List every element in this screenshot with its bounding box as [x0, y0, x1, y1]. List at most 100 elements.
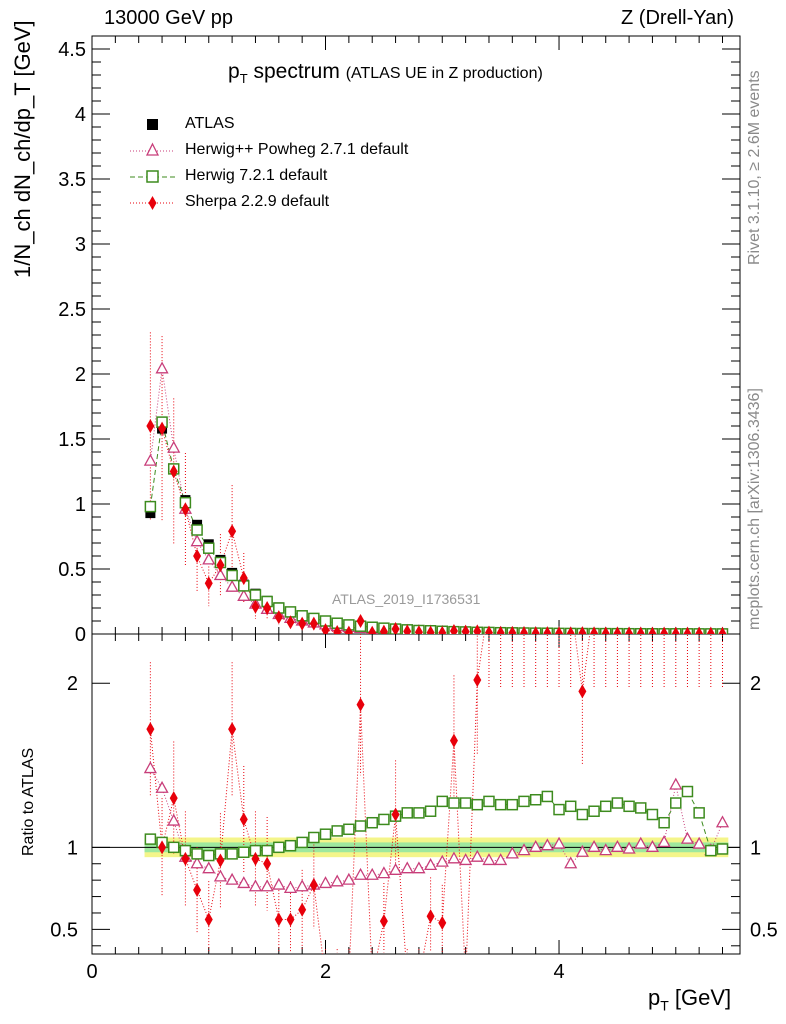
data-point-sherpa — [368, 625, 377, 634]
data-point-herwigpp — [237, 588, 251, 601]
data-point-herwig7 — [483, 795, 495, 808]
data-point-sherpa — [403, 624, 412, 634]
data-point-herwig7 — [249, 589, 262, 601]
data-point-herwig7 — [506, 798, 519, 811]
data-point-herwig7 — [459, 797, 472, 809]
data-point-herwig7 — [436, 795, 449, 808]
data-point-sherpa — [426, 909, 435, 924]
data-point-sherpa — [169, 791, 178, 806]
data-point-sherpa — [146, 722, 155, 737]
data-point-herwigpp — [143, 453, 157, 466]
data-point-herwigpp — [377, 866, 391, 879]
chart-title-rest: spectrum — [247, 60, 340, 83]
ratio-frame — [91, 633, 741, 955]
legend-marker-herwigpp — [130, 142, 175, 156]
data-point-sherpa — [718, 594, 726, 608]
y-tick-label: 1 — [75, 494, 86, 516]
data-point-sherpa — [625, 626, 634, 634]
data-point-herwig7 — [693, 807, 705, 819]
data-point-sherpa — [204, 912, 213, 927]
chart-title-note: (ATLAS UE in Z production) — [345, 65, 543, 82]
data-point-herwig7 — [670, 797, 682, 809]
data-point-sherpa — [566, 626, 575, 634]
data-point-sherpa — [613, 626, 622, 634]
data-point-sherpa — [263, 856, 272, 871]
y-tick-label: 4.5 — [58, 39, 86, 61]
data-point-herwig7 — [261, 844, 273, 857]
data-point-herwig7 — [144, 500, 157, 513]
data-point-herwigpp — [167, 440, 181, 453]
data-point-sherpa — [309, 878, 318, 893]
chart-title-sub: T — [239, 71, 248, 87]
data-point-herwig7 — [564, 800, 577, 813]
data-point-sherpa — [590, 626, 599, 634]
data-point-sherpa — [391, 807, 400, 822]
data-point-herwigpp — [225, 579, 239, 592]
data-point-sherpa — [286, 615, 295, 630]
data-point-sherpa — [403, 972, 411, 986]
data-point-sherpa — [508, 625, 517, 634]
data-point-sherpa — [193, 883, 202, 897]
data-point-sherpa — [228, 722, 237, 737]
legend-item-herwigpp: Herwig++ Powheg 2.7.1 default — [130, 139, 490, 163]
y-tick-label: 3.5 — [58, 169, 86, 191]
data-point-herwig7 — [529, 793, 542, 806]
data-point-herwigpp — [657, 835, 671, 848]
data-point-herwig7 — [167, 841, 180, 854]
legend-marker-sherpa — [130, 196, 175, 210]
data-point-herwigpp — [587, 839, 601, 852]
data-point-sherpa — [146, 419, 155, 433]
data-point-sherpa — [321, 623, 330, 634]
data-point-sherpa — [543, 626, 552, 634]
data-point-sherpa — [520, 594, 528, 608]
data-point-sherpa — [239, 812, 248, 827]
x-axis-label-sub: T — [660, 997, 669, 1014]
data-point-sherpa — [286, 912, 295, 927]
data-point-herwigpp — [167, 813, 181, 826]
data-point-herwigpp — [400, 861, 414, 874]
data-point-herwig7 — [226, 848, 238, 860]
data-point-sherpa — [356, 697, 365, 712]
data-point-herwig7 — [354, 820, 367, 832]
data-point-herwig7 — [203, 849, 215, 862]
data-point-sherpa — [473, 672, 482, 687]
data-point-sherpa — [672, 594, 680, 608]
ratio-tick-label: 0.5 — [50, 919, 78, 941]
data-point-herwigpp — [680, 831, 695, 844]
data-point-herwig7 — [705, 844, 717, 857]
data-point-herwig7 — [144, 833, 157, 845]
x-tick-label: 4 — [553, 961, 564, 983]
data-point-herwig7 — [646, 808, 659, 821]
data-point-sherpa — [274, 912, 283, 927]
data-point-sherpa — [298, 902, 307, 917]
data-point-herwigpp — [529, 839, 543, 852]
x-axis-label: pT [GeV] — [648, 985, 731, 1013]
ratio-tick-label: 2 — [67, 673, 78, 695]
data-point-sherpa — [695, 594, 703, 608]
data-point-herwigpp — [470, 849, 484, 862]
data-point-herwigpp — [225, 872, 239, 885]
data-point-herwigpp — [190, 856, 204, 869]
data-point-sherpa — [461, 624, 470, 634]
analysis-watermark: ATLAS_2019_I1736531 — [332, 591, 481, 607]
data-point-sherpa — [181, 851, 190, 866]
data-point-sherpa — [158, 840, 167, 855]
data-point-sherpa — [497, 594, 505, 608]
data-point-sherpa — [683, 626, 692, 634]
data-point-herwig7 — [343, 823, 355, 836]
header-right: Z (Drell-Yan) — [621, 7, 734, 29]
data-point-herwigpp — [213, 869, 228, 882]
data-point-herwigpp — [365, 867, 379, 880]
data-point-herwigpp — [213, 568, 228, 581]
tick-labels: 0 2 4 0 0.5 1 1.5 2 2.5 3 3.5 4 4.5 0.5 0.5 1 1 2 2 — [50, 39, 778, 983]
data-point-herwig7 — [716, 843, 729, 855]
data-point-herwig7 — [273, 841, 285, 854]
y-tick-label: 2.5 — [58, 299, 86, 321]
data-point-sherpa — [508, 594, 516, 608]
data-point-herwig7 — [588, 805, 600, 817]
data-point-sherpa — [344, 625, 353, 634]
data-point-herwigpp — [715, 815, 730, 828]
data-point-herwig7 — [553, 803, 565, 816]
data-point-herwigpp — [295, 879, 309, 892]
